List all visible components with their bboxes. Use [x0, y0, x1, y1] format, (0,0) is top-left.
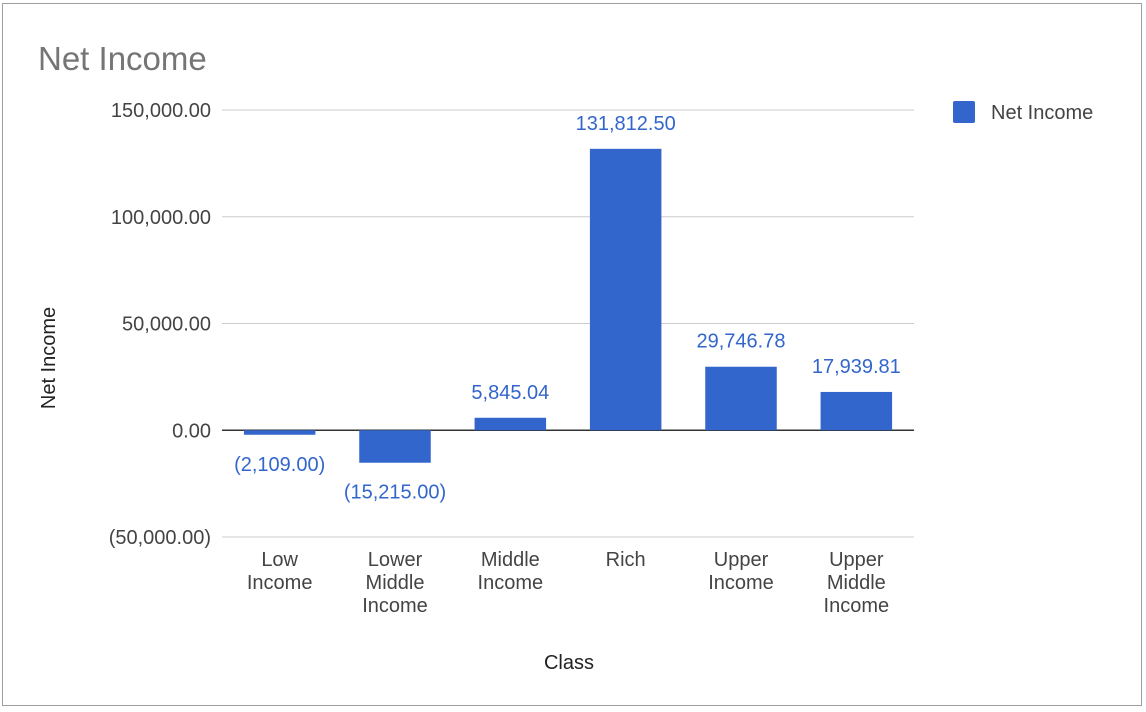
bar	[589, 148, 662, 431]
y-tick-label: 100,000.00	[111, 207, 211, 229]
bar	[820, 391, 893, 431]
grid-layer: 150,000.00 100,000.00 50,000.00 0.00 (50,000…	[109, 100, 914, 549]
x-tick-label: Lower	[368, 549, 423, 571]
legend: Net Income	[953, 101, 1093, 124]
x-tick-labels-layer: LowIncomeLowerMiddleIncomeMiddleIncomeRi…	[247, 549, 889, 617]
chart-frame	[2, 3, 1142, 706]
data-label: (15,215.00)	[344, 482, 446, 504]
x-axis-title: Class	[544, 652, 594, 674]
x-tick-label: Income	[824, 595, 890, 617]
data-label: (2,109.00)	[234, 454, 325, 476]
x-tick-label: Middle	[366, 572, 425, 594]
x-tick-label: Income	[247, 572, 313, 594]
x-tick-label: Middle	[481, 549, 540, 571]
data-label: 5,845.04	[471, 382, 549, 404]
bar	[243, 430, 316, 435]
x-tick-label: Income	[708, 572, 774, 594]
bar	[705, 366, 777, 431]
legend-label: Net Income	[991, 102, 1093, 124]
data-labels-layer: (2,109.00) (15,215.00) 5,845.04 131,812.50 2…	[234, 113, 901, 504]
y-axis-title: Net Income	[38, 307, 60, 409]
x-tick-label: Rich	[606, 549, 646, 571]
y-tick-label: 150,000.00	[111, 100, 211, 122]
data-label: 29,746.78	[697, 331, 786, 353]
legend-swatch	[953, 101, 975, 123]
x-tick-label: Low	[261, 549, 298, 571]
bars-layer	[243, 148, 893, 463]
data-label: 17,939.81	[812, 356, 901, 378]
bar	[474, 417, 547, 431]
x-tick-label: Middle	[827, 572, 886, 594]
y-tick-label: (50,000.00)	[109, 527, 211, 549]
x-tick-label: Upper	[829, 549, 884, 571]
chart-title: Net Income	[38, 40, 207, 77]
y-tick-label: 50,000.00	[122, 314, 211, 336]
bar	[359, 430, 431, 463]
x-tick-label: Income	[478, 572, 544, 594]
data-label: 131,812.50	[576, 113, 676, 135]
y-tick-label: 0.00	[172, 420, 211, 442]
x-tick-label: Income	[362, 595, 428, 617]
x-tick-label: Upper	[714, 549, 769, 571]
